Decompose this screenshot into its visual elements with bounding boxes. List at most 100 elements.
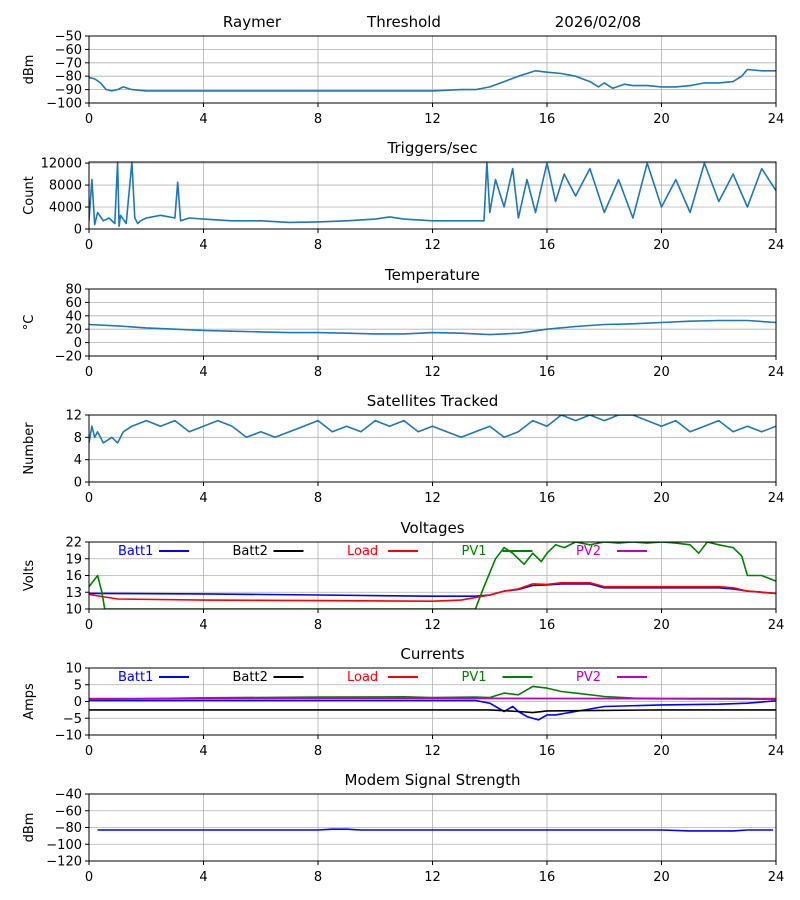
y-axis-label: Volts [22, 560, 37, 592]
header-station: Raymer [223, 13, 282, 31]
x-tick-label: 8 [314, 238, 322, 253]
y-tick-label: 12 [65, 409, 82, 424]
x-tick-label: 24 [768, 491, 785, 506]
x-tick-label: 24 [768, 238, 785, 253]
y-tick-label: −80 [55, 821, 82, 836]
chart-title: Modem Signal Strength [345, 771, 521, 789]
chart-modem: 0 4 8 12 16 20 24 −120 −100 −80 −60−40 dBm Modem Sig… [22, 771, 784, 885]
y-tick-label: 22 [65, 536, 82, 551]
x-tick-label: 4 [199, 744, 207, 759]
y-tick-label: 8 [74, 431, 82, 446]
x-tick-label: 8 [314, 491, 322, 506]
x-tick-label: 16 [539, 491, 556, 506]
legend-label-load: Load [347, 670, 378, 685]
x-tick-label: 8 [314, 744, 322, 759]
y-tick-label: 19 [65, 552, 82, 567]
legend-label-batt2: Batt2 [233, 544, 268, 559]
legend-label-load: Load [347, 544, 378, 559]
x-tick-label: 16 [539, 112, 556, 127]
chart-title: Triggers/sec [387, 139, 478, 157]
y-tick-label: −90 [55, 83, 82, 98]
x-tick-label: 20 [653, 238, 670, 253]
x-tick-label: 24 [768, 365, 785, 380]
x-tick-label: 12 [424, 618, 441, 633]
y-axis-label: dBm [22, 55, 37, 85]
series-line-batt2 [89, 709, 776, 714]
x-tick-label: 4 [199, 491, 207, 506]
y-tick-label: 80 [65, 283, 82, 298]
chart-signal: 0 4 8 12 16 20 24 −100−90−80−70−60−50 dBm [22, 30, 784, 128]
x-tick-label: 16 [539, 618, 556, 633]
series-line-triggers [89, 162, 776, 228]
y-tick-label: −100 [46, 97, 82, 112]
legend-label-pv1: PV1 [462, 544, 487, 559]
y-tick-label: 16 [65, 569, 82, 584]
y-tick-label: 13 [65, 586, 82, 601]
x-tick-label: 20 [653, 744, 670, 759]
header-date: 2026/02/08 [555, 13, 641, 31]
y-tick-label: 10 [65, 603, 82, 618]
x-tick-label: 8 [314, 365, 322, 380]
y-tick-label: 4 [74, 453, 82, 468]
legend-label-pv1: PV1 [462, 670, 487, 685]
x-tick-label: 16 [539, 238, 556, 253]
legend-label-pv2: PV2 [576, 670, 601, 685]
x-tick-label: 16 [539, 365, 556, 380]
x-tick-label: 20 [653, 365, 670, 380]
chart-title: Satellites Tracked [367, 392, 498, 410]
x-tick-label: 4 [199, 870, 207, 885]
x-tick-label: 12 [424, 365, 441, 380]
x-tick-label: 12 [424, 491, 441, 506]
x-tick-label: 8 [314, 618, 322, 633]
y-tick-label: −120 [46, 855, 82, 870]
x-tick-label: 20 [653, 870, 670, 885]
x-tick-label: 20 [653, 618, 670, 633]
x-tick-label: 0 [85, 365, 93, 380]
y-tick-label: 20 [65, 323, 82, 338]
x-tick-label: 24 [768, 744, 785, 759]
chart-satellites: 0 4 8 12 16 20 24 0 4 8 12 Number Satellites Tracked [22, 392, 784, 506]
legend-label-batt1: Batt1 [118, 544, 153, 559]
x-tick-label: 4 [199, 618, 207, 633]
x-tick-label: 12 [424, 870, 441, 885]
series-line-pv1 [89, 542, 776, 609]
series-line-load [89, 581, 776, 603]
y-tick-label: 0 [74, 223, 82, 238]
y-tick-label: −20 [55, 350, 82, 365]
legend-label-pv2: PV2 [576, 544, 601, 559]
x-tick-label: 12 [424, 112, 441, 127]
x-tick-label: 12 [424, 744, 441, 759]
chart-title: Voltages [400, 519, 464, 537]
y-tick-label: −40 [55, 788, 82, 803]
y-axis-label: Count [22, 176, 37, 215]
x-tick-label: 0 [85, 238, 93, 253]
x-tick-label: 0 [85, 744, 93, 759]
y-axis-label: °C [22, 315, 37, 331]
y-tick-label: −50 [55, 30, 82, 45]
y-tick-label: 5 [74, 678, 82, 693]
y-tick-label: 60 [65, 296, 82, 311]
y-tick-label: 0 [74, 695, 82, 710]
series-line-satellites [89, 415, 776, 444]
series-line-modem [97, 828, 774, 832]
chart-title: Temperature [384, 266, 480, 284]
y-axis-label: Amps [22, 683, 37, 720]
y-tick-label: −10 [55, 729, 82, 744]
x-tick-label: 0 [85, 870, 93, 885]
x-tick-label: 8 [314, 112, 322, 127]
y-axis-label: dBm [22, 813, 37, 843]
x-tick-label: 4 [199, 365, 207, 380]
x-tick-label: 20 [653, 112, 670, 127]
x-tick-label: 24 [768, 618, 785, 633]
y-tick-label: −70 [55, 56, 82, 71]
y-tick-label: 12000 [41, 157, 82, 172]
x-tick-label: 24 [768, 870, 785, 885]
x-tick-label: 16 [539, 870, 556, 885]
y-tick-label: 0 [74, 476, 82, 491]
series-line-temperature [89, 319, 776, 336]
y-tick-label: 10 [65, 662, 82, 677]
y-tick-label: 0 [74, 336, 82, 351]
series-line-batt1 [89, 699, 776, 721]
y-tick-label: −60 [55, 804, 82, 819]
